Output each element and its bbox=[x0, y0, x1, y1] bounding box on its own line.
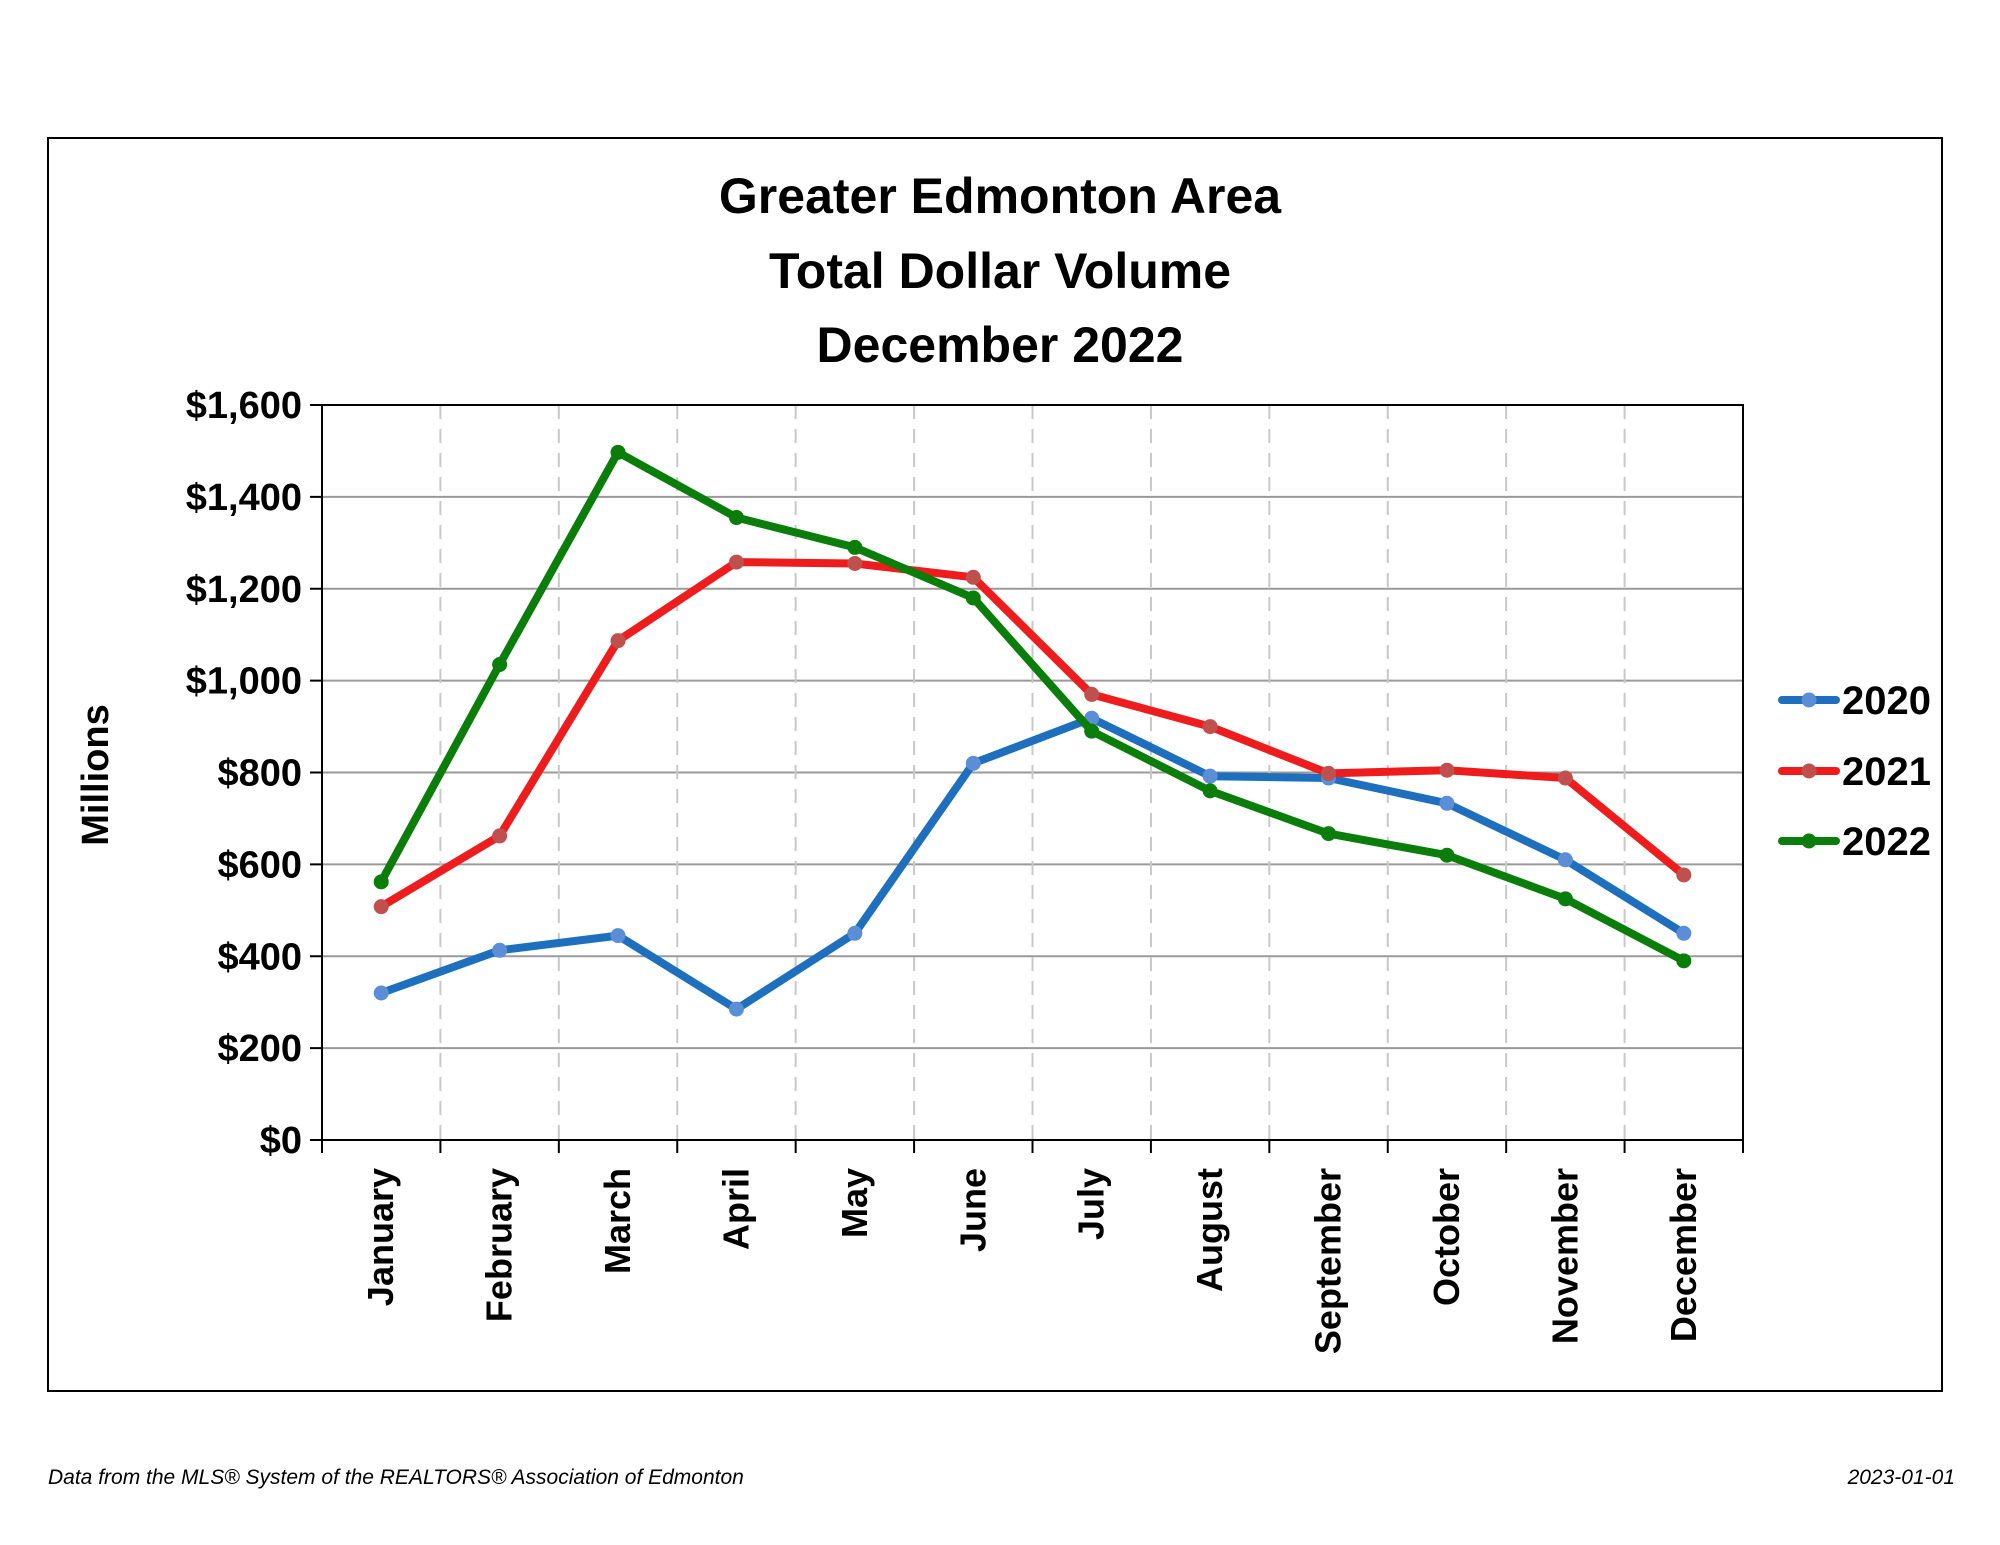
y-tick-label: $1,600 bbox=[186, 385, 302, 427]
chart-title-line: Total Dollar Volume bbox=[769, 243, 1231, 299]
data-point-2021 bbox=[1321, 765, 1337, 781]
chart-frame bbox=[47, 137, 1943, 1392]
data-point-2021 bbox=[1557, 770, 1573, 786]
data-point-2020 bbox=[1439, 795, 1455, 811]
x-tick-label: May bbox=[834, 1168, 875, 1238]
data-point-2022 bbox=[728, 510, 744, 526]
data-point-2020 bbox=[965, 755, 981, 771]
data-point-2021 bbox=[728, 554, 744, 570]
x-tick-label: July bbox=[1071, 1168, 1112, 1240]
data-point-2020 bbox=[728, 1001, 744, 1017]
data-point-2020 bbox=[1557, 852, 1573, 868]
data-point-2021 bbox=[1202, 719, 1218, 735]
legend: 2020 2021 2022 bbox=[1778, 679, 1931, 864]
data-point-2021 bbox=[1676, 867, 1692, 883]
x-axis: January February March April May June July Augu… bbox=[321, 1140, 1744, 1354]
y-tick-label: $0 bbox=[260, 1120, 302, 1162]
x-tick-label: November bbox=[1544, 1168, 1585, 1344]
data-point-2022 bbox=[1321, 826, 1337, 842]
y-tick-label: $800 bbox=[217, 753, 302, 795]
data-point-2020 bbox=[847, 925, 863, 941]
data-point-2021 bbox=[1439, 762, 1455, 778]
data-point-2020 bbox=[610, 928, 626, 944]
legend-swatch-marker bbox=[1801, 763, 1817, 779]
data-point-2021 bbox=[965, 569, 981, 585]
x-tick-label: August bbox=[1189, 1168, 1230, 1292]
y-tick-label: $1,000 bbox=[186, 661, 302, 703]
x-tick-label: February bbox=[479, 1168, 520, 1322]
data-point-2022 bbox=[1676, 953, 1692, 969]
data-point-2022 bbox=[1202, 783, 1218, 799]
data-point-2021 bbox=[1084, 686, 1100, 702]
report-date: 2023-01-01 bbox=[1847, 1466, 1955, 1489]
x-tick-label: March bbox=[597, 1168, 638, 1274]
y-tick-label: $200 bbox=[217, 1028, 302, 1070]
series-lines bbox=[373, 444, 1692, 1017]
data-point-2020 bbox=[1202, 768, 1218, 784]
data-point-2022 bbox=[373, 874, 389, 890]
data-point-2022 bbox=[492, 657, 508, 673]
data-point-2022 bbox=[610, 444, 626, 460]
x-tick-label: October bbox=[1426, 1168, 1467, 1306]
data-point-2022 bbox=[1557, 891, 1573, 907]
data-point-2022 bbox=[847, 539, 863, 555]
legend-swatch-marker bbox=[1801, 833, 1817, 849]
gridlines bbox=[322, 405, 1743, 1140]
data-point-2022 bbox=[1084, 723, 1100, 739]
y-axis: $0 $200 $400 $600 $800 $1,000 $1,200 $1,400 $1,6… bbox=[186, 385, 322, 1162]
chart-title-line: Greater Edmonton Area bbox=[719, 168, 1282, 224]
y-axis-label: Millions bbox=[75, 704, 117, 845]
legend-item-2020: 2020 bbox=[1778, 679, 1931, 723]
series-2022 bbox=[373, 444, 1692, 969]
legend-swatch-marker bbox=[1801, 692, 1817, 708]
y-tick-label: $1,200 bbox=[186, 569, 302, 611]
data-point-2021 bbox=[492, 828, 508, 844]
legend-label: 2020 bbox=[1842, 679, 1931, 723]
data-point-2022 bbox=[1439, 847, 1455, 863]
y-tick-label: $600 bbox=[217, 844, 302, 886]
chart-title: Greater Edmonton Area Total Dollar Volume… bbox=[719, 168, 1282, 373]
legend-label: 2021 bbox=[1842, 750, 1931, 794]
data-point-2021 bbox=[610, 633, 626, 649]
x-tick-label: September bbox=[1308, 1168, 1349, 1354]
data-point-2021 bbox=[847, 555, 863, 571]
data-point-2020 bbox=[373, 985, 389, 1001]
x-tick-label: June bbox=[952, 1168, 993, 1252]
series-line-2021 bbox=[377, 558, 1688, 911]
x-tick-label: April bbox=[715, 1168, 756, 1250]
data-point-2022 bbox=[965, 590, 981, 606]
data-source-note: Data from the MLS® System of the REALTOR… bbox=[48, 1466, 744, 1489]
y-tick-label: $400 bbox=[217, 936, 302, 978]
y-tick-label: $1,400 bbox=[186, 477, 302, 519]
chart-title-line: December 2022 bbox=[817, 317, 1184, 373]
data-point-2020 bbox=[1676, 925, 1692, 941]
series-2021 bbox=[373, 554, 1692, 915]
legend-item-2021: 2021 bbox=[1778, 750, 1931, 794]
series-line-2020 bbox=[377, 714, 1688, 1014]
series-line-2022 bbox=[377, 448, 1688, 965]
data-point-2020 bbox=[492, 942, 508, 958]
legend-item-2022: 2022 bbox=[1778, 820, 1931, 864]
x-tick-label: January bbox=[360, 1168, 401, 1306]
data-point-2021 bbox=[373, 899, 389, 915]
x-tick-label: December bbox=[1663, 1168, 1704, 1342]
legend-label: 2022 bbox=[1842, 820, 1931, 864]
